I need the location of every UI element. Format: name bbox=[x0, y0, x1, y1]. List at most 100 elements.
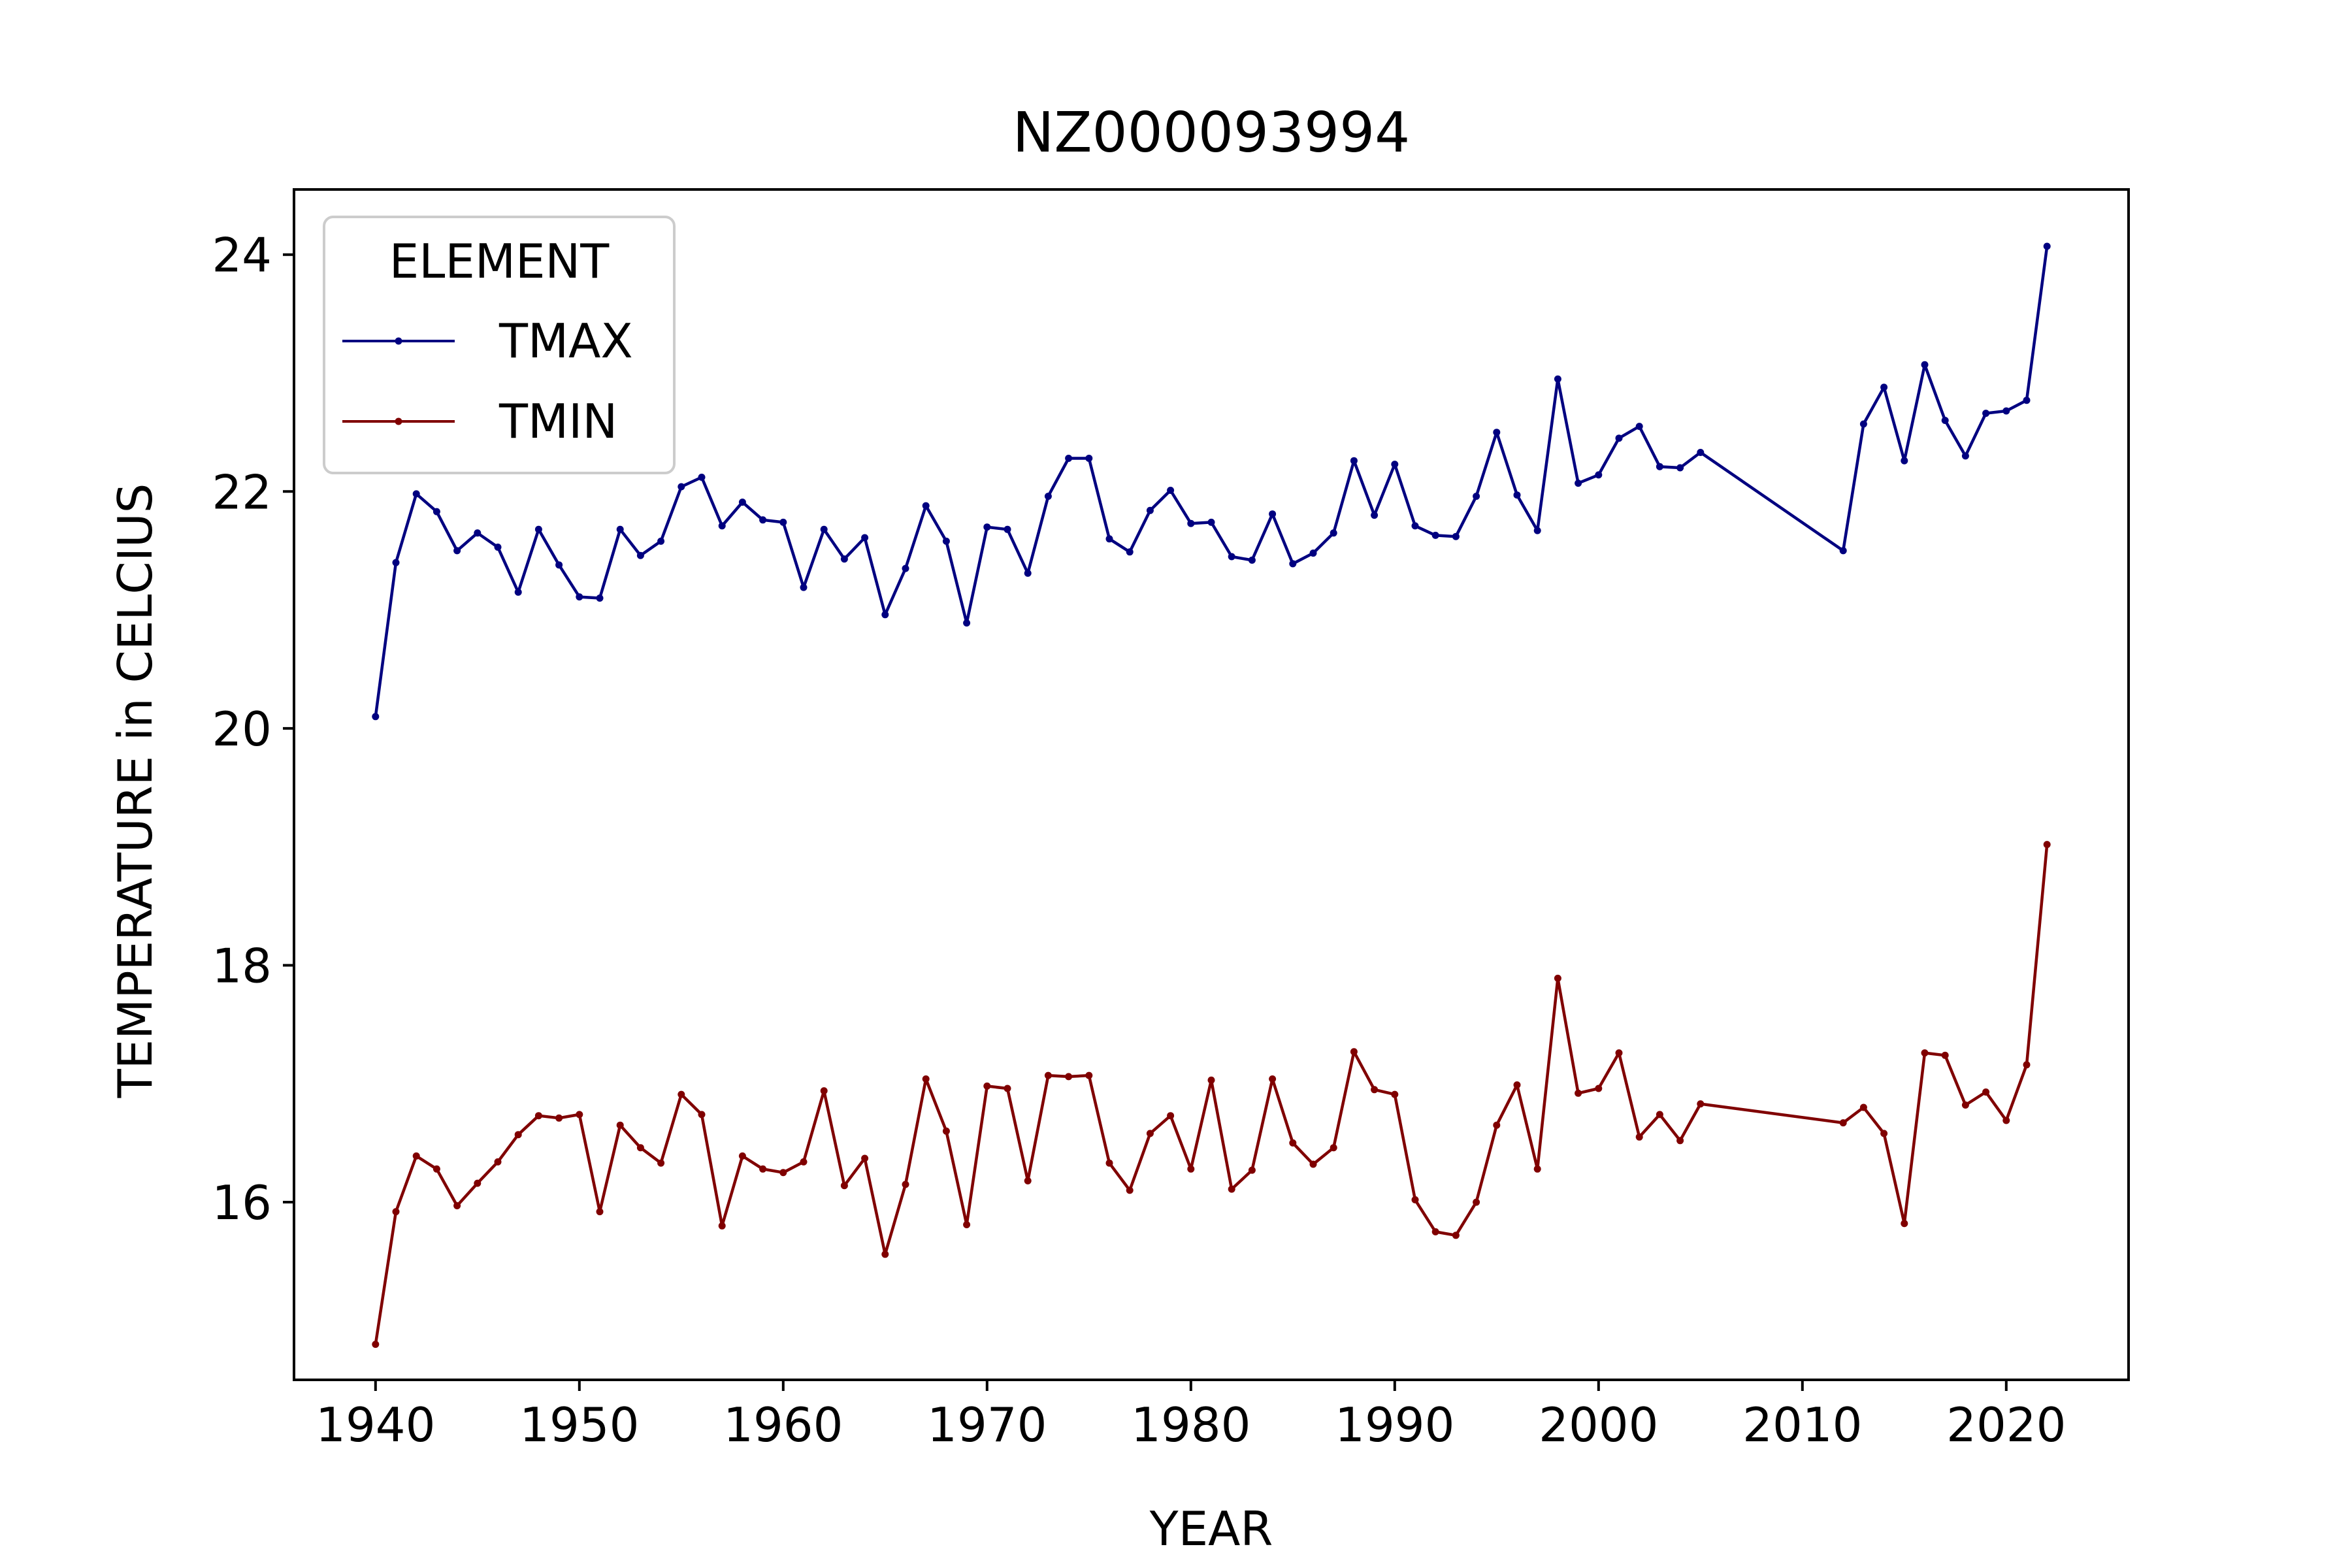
data-point-tmax bbox=[2043, 242, 2051, 250]
data-point-tmin bbox=[1676, 1137, 1684, 1145]
data-point-tmax bbox=[1105, 535, 1113, 543]
data-point-tmin bbox=[657, 1159, 665, 1167]
data-point-tmax bbox=[1431, 531, 1439, 539]
data-point-tmin bbox=[453, 1202, 461, 1209]
y-axis-label: TEMPERATURE in CELCIUS bbox=[108, 483, 163, 1099]
data-point-tmin bbox=[698, 1111, 706, 1119]
data-point-tmax bbox=[718, 522, 726, 530]
data-point-tmax bbox=[514, 588, 522, 596]
data-point-tmin bbox=[555, 1114, 563, 1122]
data-point-tmax bbox=[412, 490, 420, 498]
data-point-tmax bbox=[1452, 532, 1460, 540]
data-point-tmax bbox=[963, 619, 971, 627]
data-point-tmax bbox=[1207, 518, 1215, 526]
data-point-tmin bbox=[1248, 1166, 1256, 1174]
data-point-tmin bbox=[1024, 1177, 1032, 1184]
data-point-tmin bbox=[1615, 1049, 1623, 1057]
data-point-tmax bbox=[474, 529, 482, 537]
data-point-tmin bbox=[1167, 1112, 1175, 1120]
data-point-tmax bbox=[534, 525, 542, 533]
data-point-tmin bbox=[983, 1082, 991, 1090]
data-point-tmin bbox=[1146, 1130, 1154, 1137]
data-point-tmax bbox=[2023, 397, 2031, 404]
data-point-tmin bbox=[1126, 1186, 1134, 1194]
data-point-tmax bbox=[1371, 512, 1379, 519]
data-point-tmax bbox=[800, 583, 808, 591]
data-point-tmin bbox=[1309, 1160, 1317, 1168]
data-point-tmin bbox=[1269, 1075, 1277, 1083]
data-point-tmin bbox=[1431, 1228, 1439, 1235]
data-point-tmin bbox=[800, 1158, 808, 1166]
x-tick-label: 1960 bbox=[723, 1397, 843, 1452]
data-point-tmax bbox=[596, 595, 604, 602]
data-point-tmin bbox=[1044, 1071, 1052, 1079]
x-axis: 1940 1950 1960 1970 1980 1990 2000 2010 2020 bbox=[316, 1380, 2066, 1452]
x-tick-label: 2010 bbox=[1742, 1397, 1862, 1452]
data-point-tmax bbox=[1146, 506, 1154, 514]
data-point-tmin bbox=[861, 1154, 869, 1162]
data-point-tmax bbox=[1941, 417, 1949, 424]
data-point-tmax bbox=[1982, 410, 1990, 417]
data-point-tmin bbox=[616, 1121, 624, 1129]
data-point-tmin bbox=[1289, 1139, 1297, 1147]
data-point-tmin bbox=[1391, 1090, 1399, 1098]
data-point-tmax bbox=[1167, 487, 1175, 494]
data-point-tmin bbox=[576, 1111, 583, 1119]
y-tick-label: 24 bbox=[212, 228, 272, 283]
data-point-tmax bbox=[1391, 461, 1399, 468]
legend-label-tmax: TMAX bbox=[498, 314, 633, 368]
data-point-tmin bbox=[1533, 1165, 1541, 1173]
data-point-tmin bbox=[922, 1075, 930, 1083]
data-point-tmax bbox=[1269, 510, 1277, 518]
series-tmin bbox=[372, 841, 2051, 1348]
data-point-tmin bbox=[1004, 1085, 1011, 1092]
data-point-tmin bbox=[840, 1182, 848, 1190]
data-point-tmax bbox=[1635, 423, 1643, 431]
data-point-tmin bbox=[1595, 1085, 1603, 1092]
data-point-tmax bbox=[1880, 384, 1888, 391]
data-point-tmin bbox=[1452, 1232, 1460, 1239]
data-point-tmin bbox=[1656, 1111, 1663, 1119]
data-point-tmax bbox=[902, 564, 909, 572]
data-point-tmin bbox=[372, 1341, 380, 1348]
data-point-tmax bbox=[1921, 361, 1929, 368]
data-point-tmin bbox=[1982, 1088, 1990, 1096]
data-point-tmax bbox=[1024, 569, 1032, 577]
y-tick-label: 18 bbox=[212, 938, 272, 993]
legend-label-tmin: TMIN bbox=[498, 394, 617, 449]
data-point-tmin bbox=[718, 1222, 726, 1230]
data-point-tmin bbox=[963, 1221, 971, 1228]
data-point-tmax bbox=[942, 537, 950, 545]
data-point-tmax bbox=[983, 523, 991, 531]
data-point-tmax bbox=[1859, 420, 1867, 428]
data-point-tmin bbox=[1554, 974, 1561, 982]
plot-area bbox=[372, 242, 2051, 1348]
data-point-tmax bbox=[1289, 560, 1297, 568]
data-point-tmin bbox=[392, 1208, 400, 1216]
data-point-tmin bbox=[474, 1179, 482, 1187]
data-point-tmax bbox=[1085, 455, 1093, 462]
data-point-tmax bbox=[1065, 455, 1073, 462]
data-point-tmax bbox=[1350, 457, 1358, 465]
data-point-tmax bbox=[1697, 449, 1705, 456]
data-point-tmin bbox=[779, 1169, 787, 1177]
data-point-tmax bbox=[1411, 522, 1419, 530]
data-point-tmin bbox=[1575, 1089, 1582, 1097]
data-point-tmax bbox=[392, 559, 400, 566]
data-point-tmin bbox=[412, 1152, 420, 1160]
data-point-tmax bbox=[1228, 553, 1235, 561]
data-point-tmin bbox=[759, 1165, 767, 1173]
data-point-tmin bbox=[494, 1158, 502, 1166]
data-point-tmin bbox=[1350, 1048, 1358, 1056]
data-point-tmax bbox=[1473, 493, 1480, 500]
data-point-tmax bbox=[1513, 491, 1521, 499]
data-point-tmin bbox=[1697, 1100, 1705, 1108]
data-point-tmin bbox=[1961, 1101, 1969, 1109]
legend-marker-tmax bbox=[395, 337, 402, 345]
data-point-tmax bbox=[555, 561, 563, 569]
data-point-tmin bbox=[636, 1144, 644, 1152]
chart-title: NZ000093994 bbox=[1013, 101, 1411, 165]
data-point-tmin bbox=[1493, 1121, 1501, 1129]
data-point-tmin bbox=[1921, 1049, 1929, 1057]
